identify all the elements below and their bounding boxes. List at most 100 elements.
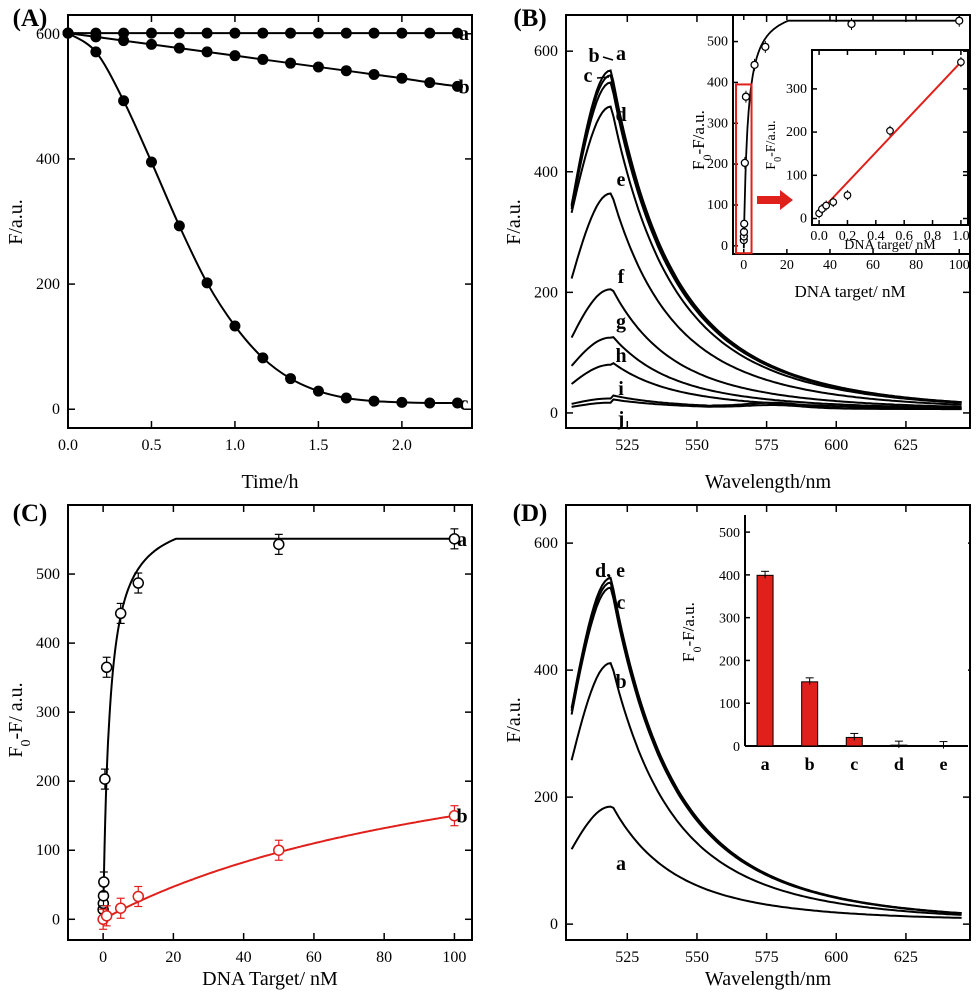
panel-c: 0 20 40 60 80 100 0 100 200 300 400 500 DNA Target/ …	[5, 504, 473, 990]
x-tick-label: 575	[755, 437, 779, 454]
x-tick-label: 525	[615, 437, 639, 454]
data-point	[750, 60, 759, 69]
data-point-b	[118, 35, 130, 47]
y-tick-label: 500	[707, 35, 728, 50]
spectrum-f	[570, 288, 962, 408]
y-tick-label: 100	[786, 168, 807, 183]
x-tick-label: 600	[824, 949, 848, 966]
data-point-c	[173, 220, 185, 232]
data-point-c	[62, 27, 74, 39]
data-point-b	[100, 910, 113, 922]
x-tick-label: 100	[442, 949, 466, 966]
curve-label-c: c	[584, 65, 593, 87]
curve-label-j: j	[617, 408, 625, 430]
spectrum-a	[570, 805, 962, 919]
zoom-arrow	[757, 190, 793, 210]
x-tick-label: 20	[780, 258, 794, 273]
data-point-a	[173, 27, 185, 39]
y-tick-label: 400	[36, 151, 60, 168]
y-axis-label: F/a.u.	[5, 199, 27, 245]
series-label-c: c	[460, 393, 469, 415]
y-tick-label: 500	[36, 566, 60, 583]
data-point-c	[90, 46, 102, 58]
data-point-b	[132, 890, 145, 903]
curve-label-a: a	[616, 43, 626, 65]
y-tick-label: 100	[36, 842, 60, 859]
data-point	[957, 58, 965, 66]
curve-label-i: i	[618, 378, 624, 400]
y-tick-label: 300	[719, 612, 740, 627]
spectrum-j	[571, 398, 962, 411]
data-point-c	[312, 385, 324, 397]
x-tick-label: 0.5	[141, 437, 161, 454]
y-tick-label: 600	[36, 26, 60, 43]
x-tick-label: 60	[866, 258, 880, 273]
data-point	[829, 198, 838, 206]
x-tick-label: 1.5	[308, 437, 328, 454]
data-point-c	[424, 397, 436, 409]
inset-bg	[745, 515, 968, 746]
spectrum-e	[570, 581, 962, 915]
y-tick-label: 200	[534, 284, 558, 301]
curve-label-e: e	[617, 169, 626, 191]
y-tick-label: 0	[52, 911, 60, 928]
inset-zoom: 0.0 0.2 0.4 0.6 0.8 1.0 0 100 200 300 DNA target/ …	[764, 49, 970, 253]
x-tick-label: 100	[949, 258, 970, 273]
y-tick-label: 200	[719, 654, 740, 669]
data-point-a	[99, 773, 111, 785]
data-point	[741, 92, 751, 101]
curve-label: a	[616, 853, 626, 875]
data-point-b	[312, 61, 324, 73]
series-label-a: a	[457, 529, 467, 551]
spectrum-e	[570, 192, 962, 406]
y-axis-label: F/a.u.	[503, 199, 525, 245]
data-point-a	[368, 27, 380, 39]
data-point-b	[424, 77, 436, 89]
x-tick-label: 40	[236, 949, 252, 966]
data-point-a	[145, 27, 157, 39]
data-point-a	[451, 27, 463, 39]
y-tick-label: 200	[36, 773, 60, 790]
series-label-a: a	[459, 23, 469, 45]
data-point-a	[201, 27, 213, 39]
y-tick-label: 0	[733, 740, 740, 755]
panel-d: 525 550 575 600 625 0 200 400 600 Wavelength/nm F/…	[503, 504, 971, 990]
data-point-b	[368, 68, 380, 80]
data-point-c	[229, 320, 241, 332]
x-tick-label: 0	[99, 949, 107, 966]
x-tick-label: 0.2	[839, 229, 857, 244]
panel-label-b: (B)	[513, 5, 546, 32]
curve-label: c	[617, 592, 626, 614]
data-point-a	[100, 661, 113, 674]
data-point-a	[273, 538, 285, 551]
y-tick-label: 200	[786, 125, 807, 140]
category-label: e	[939, 754, 947, 774]
category-label: b	[805, 754, 815, 774]
y-tick-label: 200	[36, 276, 60, 293]
data-point-b	[285, 57, 297, 69]
x-axis-label: DNA target/ nM	[844, 238, 936, 253]
x-tick-label: 80	[909, 258, 923, 273]
curve-label-f: f	[618, 266, 625, 288]
spectrum-g	[570, 336, 962, 409]
x-tick-label: 0.8	[924, 229, 942, 244]
category-label: a	[761, 754, 770, 774]
x-tick-label: 0.0	[810, 229, 828, 244]
x-tick-label: 2.0	[392, 437, 412, 454]
x-tick-label: 80	[376, 949, 392, 966]
data-point-b	[273, 844, 285, 856]
category-label: c	[850, 754, 858, 774]
data-point-a	[132, 577, 145, 589]
x-tick-label: 550	[685, 949, 709, 966]
x-axis-label: Wavelength/nm	[705, 471, 832, 493]
bar-b	[801, 681, 819, 747]
data-point-b	[340, 65, 352, 77]
data-point-b	[229, 50, 241, 62]
y-axis-label: F0-F/ a.u.	[5, 682, 34, 757]
x-tick-label: 60	[306, 949, 322, 966]
data-point-b	[201, 46, 213, 58]
data-point-a	[98, 876, 110, 888]
data-point-b	[173, 42, 185, 54]
data-point-b	[90, 31, 102, 43]
y-tick-label: 400	[36, 635, 60, 652]
